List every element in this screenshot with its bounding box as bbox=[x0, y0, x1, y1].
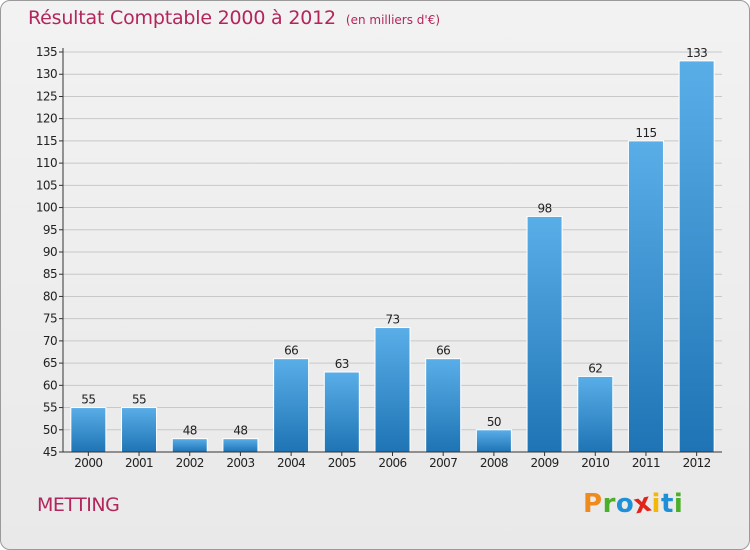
bar-2004 bbox=[273, 358, 310, 453]
x-tick-label-2005: 2005 bbox=[328, 456, 356, 470]
value-label-2010: 62 bbox=[588, 361, 602, 375]
y-tick-label: 95 bbox=[43, 223, 57, 237]
logo-letter: r bbox=[602, 489, 616, 519]
bar-2010 bbox=[577, 375, 614, 453]
y-tick-label: 125 bbox=[36, 89, 57, 103]
y-tick-label: 45 bbox=[43, 445, 57, 459]
x-tick-label-2002: 2002 bbox=[176, 456, 204, 470]
logo-letter: i bbox=[651, 489, 661, 519]
bar-2005 bbox=[323, 371, 360, 453]
x-tick-label-2007: 2007 bbox=[429, 456, 457, 470]
bar-2001 bbox=[121, 407, 158, 453]
y-tick-label: 105 bbox=[36, 178, 57, 192]
logo-letter: t bbox=[660, 489, 674, 519]
value-label-2000: 55 bbox=[81, 393, 95, 407]
proxiti-logo: Proxiti bbox=[583, 488, 684, 521]
bar-2003 bbox=[222, 438, 259, 453]
value-label-2011: 115 bbox=[635, 126, 656, 140]
title-row: Résultat Comptable 2000 à 2012 (en millie… bbox=[28, 7, 440, 29]
x-tick-label-2000: 2000 bbox=[74, 456, 102, 470]
bar-2007 bbox=[425, 358, 462, 453]
x-tick-label-2009: 2009 bbox=[531, 456, 559, 470]
y-tick-label: 65 bbox=[43, 356, 57, 370]
y-tick-label: 85 bbox=[43, 267, 57, 281]
bar-2000 bbox=[70, 407, 107, 453]
bar-2006 bbox=[374, 327, 411, 453]
y-tick-label: 90 bbox=[43, 245, 57, 259]
value-label-2005: 63 bbox=[335, 357, 349, 371]
x-tick-label-2006: 2006 bbox=[378, 456, 406, 470]
y-tick-label: 130 bbox=[36, 67, 57, 81]
place-name: METTING bbox=[37, 494, 120, 516]
logo-letter: i bbox=[673, 489, 684, 519]
y-tick-label: 80 bbox=[43, 289, 57, 303]
bar-2002 bbox=[171, 438, 208, 453]
y-tick-label: 60 bbox=[43, 378, 57, 392]
bar-2011 bbox=[627, 140, 664, 453]
y-tick-label: 135 bbox=[36, 45, 57, 59]
y-tick-label: 100 bbox=[36, 201, 57, 215]
y-tick-label: 115 bbox=[36, 134, 57, 148]
y-tick-label: 55 bbox=[43, 401, 57, 415]
value-label-2007: 66 bbox=[436, 344, 450, 358]
bar-2008 bbox=[475, 429, 512, 453]
value-label-2003: 48 bbox=[233, 424, 247, 438]
logo-letter: o bbox=[615, 489, 635, 519]
value-label-2009: 98 bbox=[538, 201, 552, 215]
value-label-2006: 73 bbox=[385, 313, 399, 327]
y-tick-label: 110 bbox=[36, 156, 57, 170]
value-label-2008: 50 bbox=[487, 415, 501, 429]
bar-2009 bbox=[526, 215, 563, 453]
chart-subtitle: (en milliers d'€) bbox=[345, 13, 441, 27]
value-label-2012: 133 bbox=[686, 46, 707, 60]
value-label-2004: 66 bbox=[284, 344, 298, 358]
x-tick-label-2011: 2011 bbox=[632, 456, 660, 470]
y-tick-label: 75 bbox=[43, 312, 57, 326]
value-label-2002: 48 bbox=[183, 424, 197, 438]
x-tick-label-2003: 2003 bbox=[226, 456, 254, 470]
chart-title: Résultat Comptable 2000 à 2012 bbox=[28, 7, 336, 29]
y-tick-label: 70 bbox=[43, 334, 57, 348]
y-tick-label: 120 bbox=[36, 112, 57, 126]
x-tick-label-2012: 2012 bbox=[683, 456, 711, 470]
x-tick-label-2004: 2004 bbox=[277, 456, 305, 470]
value-label-2001: 55 bbox=[132, 393, 146, 407]
x-tick-label-2008: 2008 bbox=[480, 456, 508, 470]
y-tick-label: 50 bbox=[43, 423, 57, 437]
x-tick-label-2010: 2010 bbox=[581, 456, 609, 470]
x-tick-label-2001: 2001 bbox=[125, 456, 153, 470]
logo-letter: P bbox=[583, 489, 603, 519]
bar-2012 bbox=[678, 60, 715, 453]
